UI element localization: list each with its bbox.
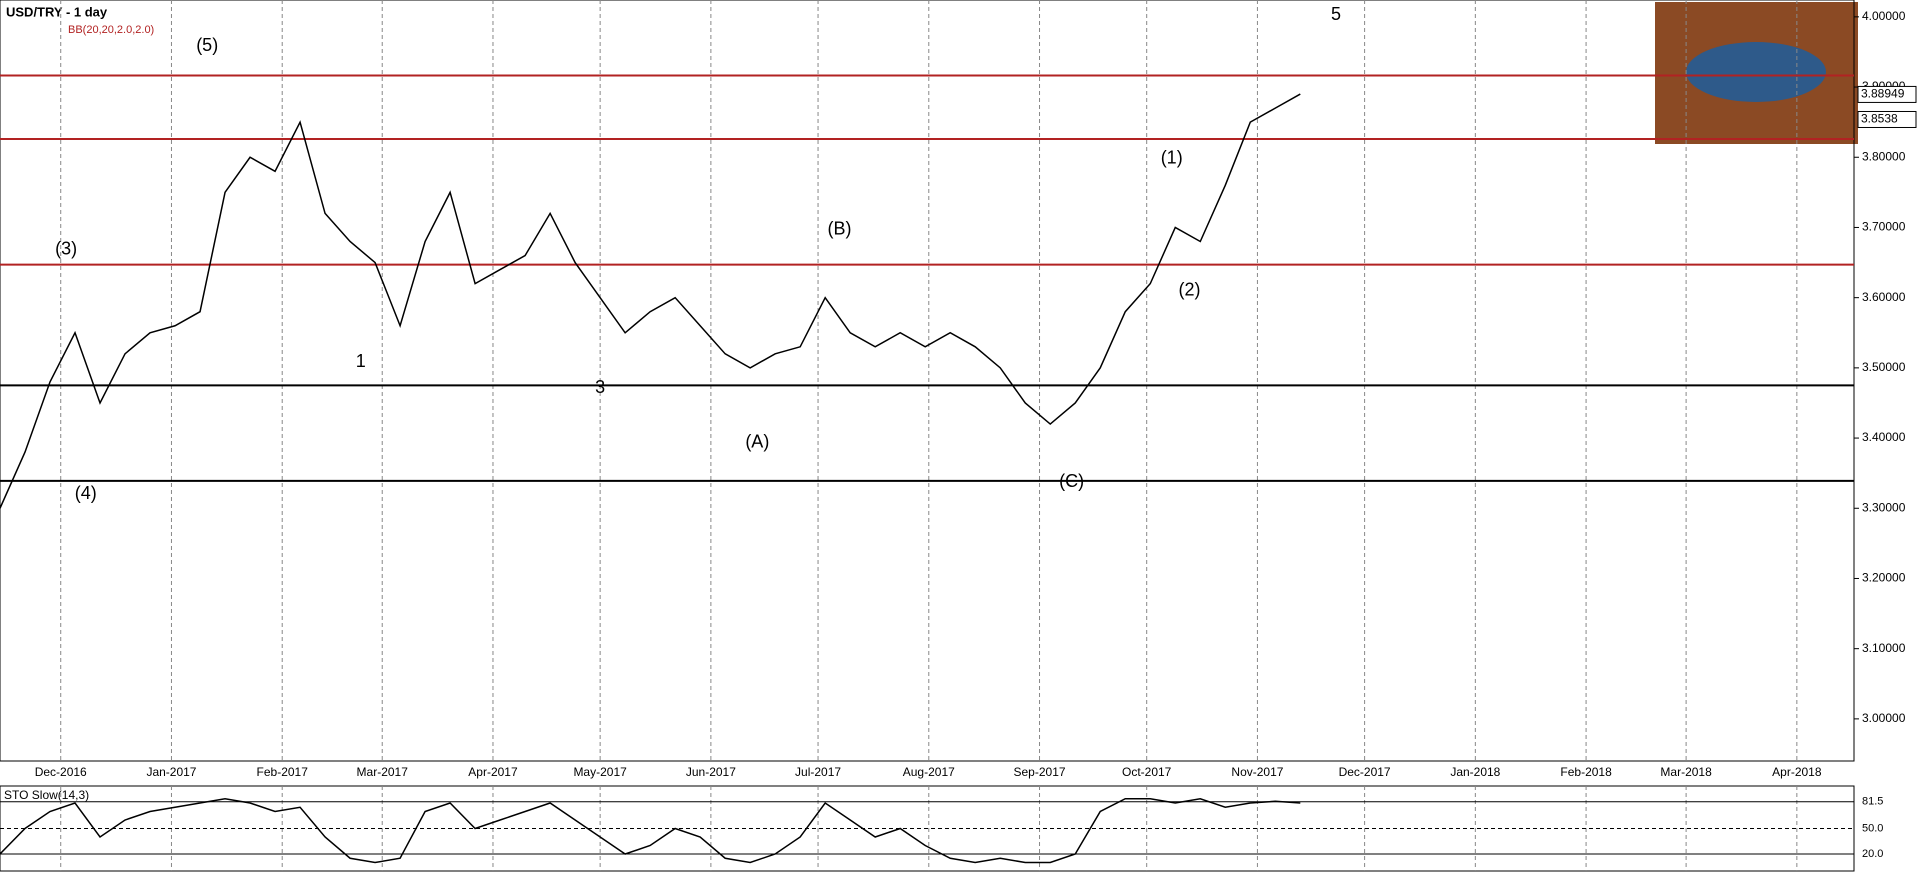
- x-tick-label: Jan-2017: [146, 765, 196, 779]
- stochastic-label: STO Slow(14,3): [4, 788, 89, 802]
- y-tick-label: 3.50000: [1862, 360, 1906, 374]
- y-tick-label: 3.60000: [1862, 290, 1906, 304]
- wave-label: (C): [1059, 471, 1084, 491]
- x-tick-label: Nov-2017: [1231, 765, 1283, 779]
- x-tick-label: Feb-2018: [1560, 765, 1612, 779]
- x-tick-label: Feb-2017: [257, 765, 309, 779]
- y-tick-label: 3.30000: [1862, 500, 1906, 514]
- indicator-label: BB(20,20,2.0,2.0): [68, 24, 154, 36]
- price-label: 3.88949: [1861, 87, 1905, 101]
- logo-eye: [1686, 42, 1826, 102]
- price-label-box: [1857, 110, 1917, 128]
- wave-label: (5): [196, 35, 218, 55]
- plot-frame: [0, 0, 1855, 762]
- chart-title: USD/TRY - 1 day: [6, 4, 108, 19]
- x-tick-label: Aug-2017: [903, 765, 955, 779]
- x-tick-label: Dec-2016: [35, 765, 87, 779]
- stochastic-tick-label: 50.0: [1862, 822, 1883, 834]
- x-tick-label: Jul-2017: [795, 765, 841, 779]
- wave-label: (3): [55, 239, 77, 259]
- stochastic-tick-label: 81.5: [1862, 796, 1883, 808]
- wave-label: (1): [1161, 147, 1183, 167]
- x-tick-label: Mar-2018: [1660, 765, 1712, 779]
- wave-label: 5: [1331, 4, 1341, 24]
- stochastic-line: [0, 797, 1301, 864]
- y-tick-label: 3.80000: [1862, 149, 1906, 163]
- y-tick-label: 3.20000: [1862, 571, 1906, 585]
- y-tick-label: 3.70000: [1862, 220, 1906, 234]
- price-label-box: [1857, 85, 1917, 103]
- stochastic-tick-label: 20.0: [1862, 848, 1883, 860]
- x-tick-label: Apr-2018: [1772, 765, 1822, 779]
- wave-label: 1: [356, 351, 366, 371]
- x-tick-label: Oct-2017: [1122, 765, 1172, 779]
- y-tick-label: 3.10000: [1862, 641, 1906, 655]
- wave-label: (B): [827, 218, 851, 238]
- wave-label: (2): [1179, 279, 1201, 299]
- wave-label: (4): [75, 483, 97, 503]
- wave-label: (A): [745, 432, 769, 452]
- x-tick-label: Sep-2017: [1014, 765, 1066, 779]
- x-tick-label: Mar-2017: [357, 765, 409, 779]
- price-label: 3.8538: [1861, 112, 1898, 126]
- x-tick-label: Dec-2017: [1339, 765, 1391, 779]
- y-tick-label: 3.00000: [1862, 711, 1906, 725]
- stochastic-frame: [0, 785, 1855, 872]
- y-tick-label: 3.40000: [1862, 430, 1906, 444]
- price-line: [0, 93, 1301, 509]
- y-tick-label: 4.00000: [1862, 9, 1906, 23]
- x-tick-label: Jun-2017: [686, 765, 736, 779]
- x-tick-label: Apr-2017: [468, 765, 518, 779]
- x-tick-label: Jan-2018: [1450, 765, 1500, 779]
- wave-label: 3: [595, 377, 605, 397]
- x-tick-label: May-2017: [573, 765, 627, 779]
